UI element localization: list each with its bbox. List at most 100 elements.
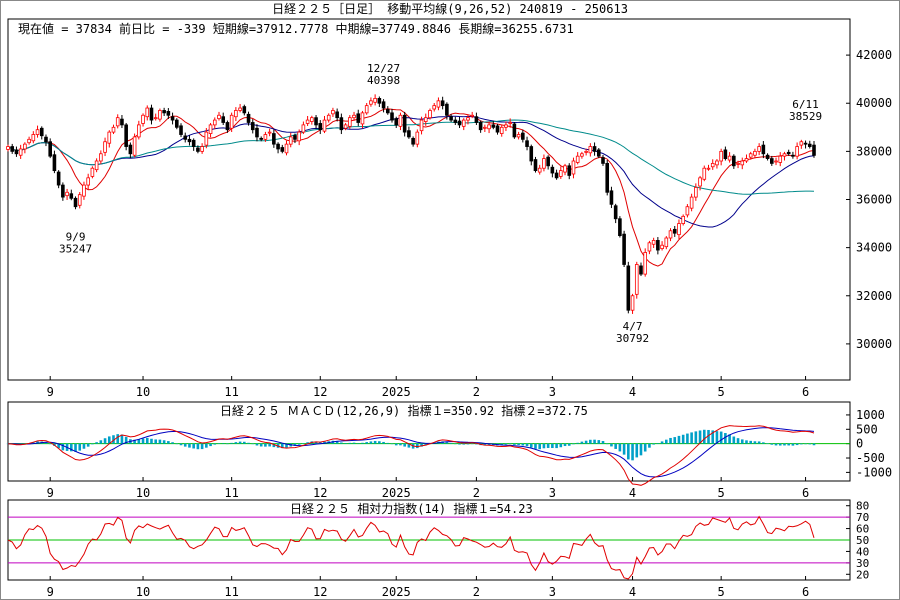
macd-hist-bar — [293, 443, 297, 446]
candle — [398, 114, 403, 127]
macd-hist-bar — [757, 441, 761, 444]
candle — [605, 162, 610, 193]
candle — [69, 193, 74, 199]
candle — [710, 162, 715, 168]
x-tick-label: 2025 — [382, 385, 411, 399]
candle — [377, 98, 382, 104]
macd-hist-bar — [656, 443, 660, 444]
macd-hist-bar — [175, 443, 179, 445]
candle — [360, 112, 365, 125]
candle — [318, 123, 323, 131]
candle — [335, 111, 339, 119]
candle — [339, 117, 344, 131]
macd-hist-bar — [597, 440, 601, 444]
candle — [478, 122, 483, 131]
rsi-y-label: 40 — [856, 545, 869, 558]
macd-hist-bar — [420, 443, 423, 447]
candle — [27, 138, 31, 144]
candle — [162, 110, 166, 114]
candle — [445, 103, 449, 116]
macd-hist-bar — [44, 442, 48, 444]
macd-hist-bar — [86, 443, 90, 447]
macd-hist-bar — [572, 443, 575, 445]
candle — [229, 114, 234, 129]
macd-hist-bar — [795, 443, 799, 446]
x-tick-label: 5 — [718, 585, 725, 599]
x-tick-label: 2 — [473, 486, 480, 500]
macd-hist-bar — [504, 443, 508, 445]
macd-hist-bar — [749, 440, 753, 444]
candle — [601, 157, 605, 164]
candle — [466, 117, 470, 121]
candle — [86, 177, 90, 186]
candle — [571, 160, 576, 175]
candle — [685, 206, 690, 216]
candle — [90, 167, 95, 177]
macd-hist-bar — [707, 429, 710, 444]
candle — [668, 230, 673, 239]
candle — [563, 165, 567, 173]
candle — [744, 158, 749, 162]
panel-frame — [7, 18, 851, 381]
candle — [356, 113, 361, 123]
macd-hist-bar — [382, 441, 385, 444]
candle — [111, 126, 116, 133]
candle — [381, 101, 386, 109]
candle — [221, 116, 226, 123]
y-tick-label: 34000 — [856, 241, 892, 255]
candle — [124, 124, 128, 147]
macd-hist-bar — [141, 438, 145, 444]
candle — [115, 117, 120, 127]
macd-hist-bar — [365, 442, 368, 444]
annotation-date: 9/9 — [66, 231, 86, 244]
macd-hist-bar — [272, 443, 276, 448]
candle — [428, 110, 432, 119]
candle — [267, 131, 272, 134]
annotation-date: 12/27 — [367, 62, 400, 75]
macd-hist-bar — [631, 443, 634, 461]
candle — [77, 194, 82, 206]
macd-hist-bar — [538, 443, 542, 450]
x-tick-label: 10 — [136, 585, 150, 599]
candle — [487, 124, 491, 130]
candle — [141, 114, 145, 124]
x-tick-label: 3 — [549, 385, 556, 399]
x-tick-label: 11 — [224, 385, 238, 399]
candle — [651, 240, 656, 245]
annotation-value: 40398 — [367, 74, 400, 87]
macd-hist-bar — [449, 443, 453, 444]
candle — [263, 134, 268, 140]
ma-mid-line — [7, 115, 815, 228]
candle — [187, 138, 192, 143]
x-tick-label: 9 — [47, 486, 54, 500]
candle — [770, 158, 774, 164]
macd-hist-bar — [344, 443, 347, 444]
macd-hist-bar — [255, 443, 259, 446]
x-tick-label: 4 — [629, 585, 636, 599]
candle — [390, 112, 394, 121]
candle — [677, 223, 681, 236]
candle — [436, 100, 441, 108]
candle — [196, 147, 200, 152]
candle — [449, 116, 453, 121]
candle — [542, 158, 546, 169]
macd-hist-bar — [205, 443, 208, 448]
candle — [14, 149, 19, 155]
macd-hist-bar — [145, 437, 149, 444]
candle — [575, 155, 580, 163]
macd-hist-bar — [791, 443, 795, 446]
macd-hist-bar — [580, 441, 584, 444]
macd-hist-bar — [800, 443, 803, 445]
macd-hist-bar — [783, 443, 786, 446]
candle — [495, 125, 500, 133]
macd-hist-bar — [487, 443, 491, 446]
candle — [94, 160, 99, 171]
macd-hist-bar — [601, 441, 605, 444]
macd-hist-bar — [804, 443, 807, 445]
rsi-y-label: 30 — [856, 557, 869, 570]
candle — [732, 155, 736, 167]
candle — [521, 132, 525, 140]
macd-hist-bar — [462, 443, 466, 445]
candle — [546, 156, 550, 167]
candle — [643, 252, 648, 275]
